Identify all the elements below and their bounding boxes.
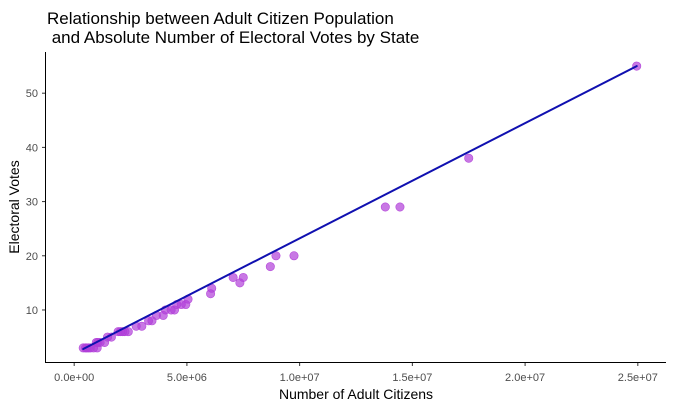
data-point xyxy=(380,202,390,212)
x-axis-ticks: 0.0e+00 5.0e+06 1.0e+07 1.5e+07 2.0e+07 2.5e+… xyxy=(54,362,658,384)
y-tick-label: 40 xyxy=(26,142,38,154)
x-tick-label: 1.0e+07 xyxy=(280,372,320,384)
chart-title-line-1: Relationship between Adult Citizen Popul… xyxy=(47,9,394,28)
fit-line xyxy=(82,65,638,350)
y-axis-title: Electoral Votes xyxy=(6,160,22,253)
y-tick-label: 50 xyxy=(26,88,38,100)
x-tick-label: 2.0e+07 xyxy=(505,372,545,384)
x-tick-label: 0.0e+00 xyxy=(54,372,94,384)
data-point xyxy=(238,272,248,282)
data-point xyxy=(137,321,147,331)
data-point xyxy=(123,327,133,337)
x-tick-label: 2.5e+07 xyxy=(618,372,658,384)
data-point xyxy=(265,262,275,272)
chart-title-line-2: and Absolute Number of Electoral Votes b… xyxy=(47,28,419,47)
y-tick-label: 30 xyxy=(26,197,38,209)
fit-line-group xyxy=(82,65,638,350)
x-tick-label: 1.5e+07 xyxy=(392,372,432,384)
y-tick-label: 10 xyxy=(26,305,38,317)
y-tick-label: 20 xyxy=(26,251,38,263)
data-point xyxy=(395,202,405,212)
x-tick-label: 5.0e+06 xyxy=(167,372,207,384)
data-point xyxy=(464,153,474,163)
y-axis-ticks: 10 20 30 40 50 xyxy=(26,88,46,317)
x-axis-title: Number of Adult Citizens xyxy=(279,386,433,402)
data-point xyxy=(289,251,299,261)
